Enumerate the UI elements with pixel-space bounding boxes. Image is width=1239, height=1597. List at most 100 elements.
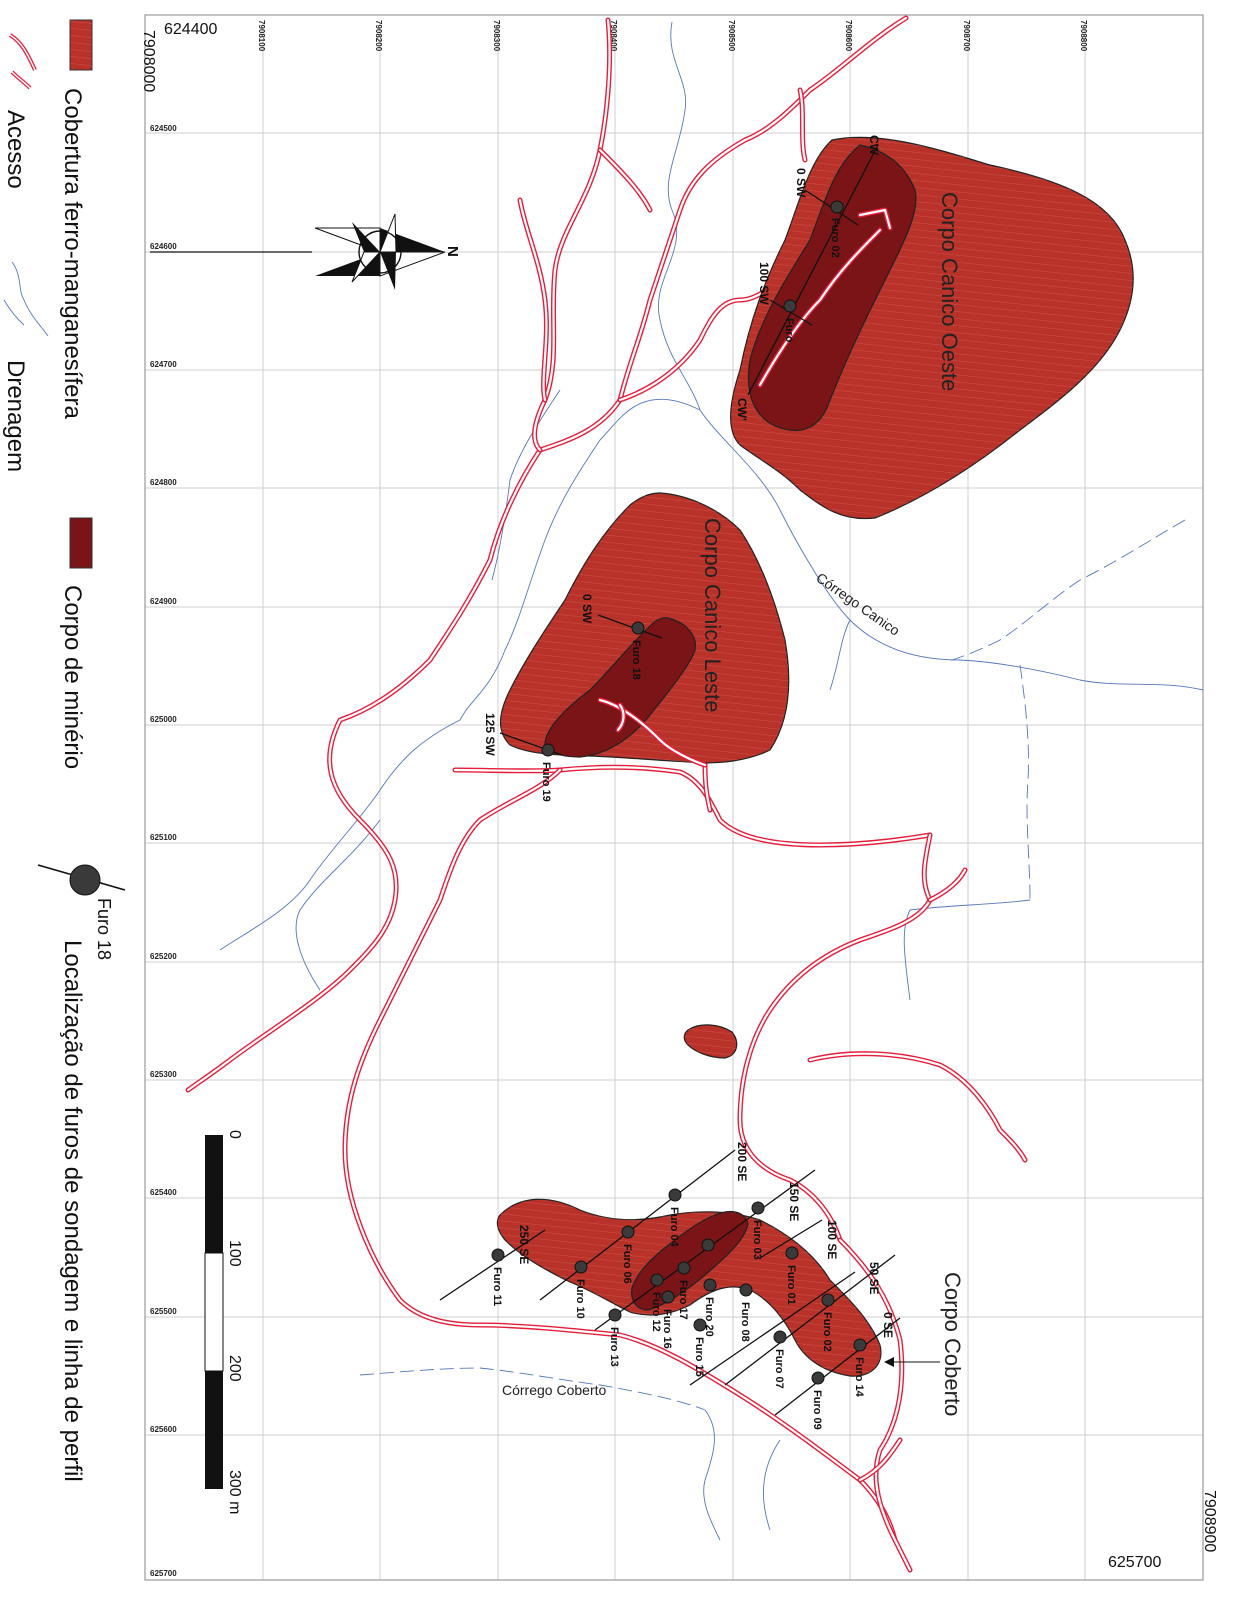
tick-x: 624900 xyxy=(150,597,177,606)
hole-label: Furo 15 xyxy=(693,1337,705,1377)
drill-hole-marker xyxy=(491,1248,505,1262)
drill-hole-marker xyxy=(751,1201,765,1215)
cover-patch-small xyxy=(683,1024,738,1059)
body-label-leste: Corpo Canico Leste xyxy=(700,518,725,712)
road xyxy=(615,702,626,733)
hole-label: Furo 02 xyxy=(829,218,841,258)
tick-y: 7908300 xyxy=(492,20,501,52)
tick-y: 7908700 xyxy=(962,20,971,52)
tick-x: 625000 xyxy=(150,715,177,724)
station-label: 150 SE xyxy=(787,1182,801,1221)
legend-item-drainage: Drenagem xyxy=(2,261,49,472)
road xyxy=(837,1237,913,1573)
station-label: 200 SE xyxy=(735,1142,749,1181)
legend-item-drill-hole: Furo 18 Localização de furos de sondagem… xyxy=(37,864,126,1482)
road xyxy=(927,867,968,903)
hole-label: Furo 03 xyxy=(751,1220,763,1260)
map-frame xyxy=(144,14,1204,1581)
legend-item-access: Acesso xyxy=(2,33,37,189)
road xyxy=(797,87,808,163)
legend-label-access: Acesso xyxy=(2,110,29,189)
legend-label-drainage: Drenagem xyxy=(2,360,29,472)
ore-body xyxy=(747,144,917,431)
road xyxy=(737,832,933,1243)
road xyxy=(342,767,898,1543)
hole-label: Furo 11 xyxy=(491,1267,503,1306)
profile-line xyxy=(747,144,879,396)
hole-label: Furo 02 xyxy=(821,1312,833,1352)
drill-hole-marker xyxy=(621,1225,635,1239)
drainage-line xyxy=(829,619,851,691)
road xyxy=(702,762,713,813)
hole-label: Furo 13 xyxy=(608,1327,620,1367)
tick-x: 625400 xyxy=(150,1188,177,1197)
station-label: 100 SW xyxy=(757,262,771,305)
hole-label: Furo 04 xyxy=(668,1207,680,1248)
station-label: 125 SW xyxy=(483,713,497,756)
scale-label: 300 m xyxy=(226,1470,243,1514)
legend-item-cover: Cobertura ferro-manganesífera xyxy=(59,19,93,419)
left-tick-labels: 624500 624600 624700 624800 624900 62500… xyxy=(150,124,177,1578)
station-label: 50 SE xyxy=(867,1262,881,1295)
drill-hole-marker xyxy=(703,1278,717,1292)
creek-label-canico: Córrego Canico xyxy=(813,569,903,638)
road xyxy=(597,147,653,213)
drainage-network xyxy=(219,21,1204,1541)
body-canico-leste xyxy=(499,492,790,764)
tick-y: 7908400 xyxy=(609,20,618,52)
road xyxy=(807,1051,1028,1163)
hole-label: Furo 01 xyxy=(785,1265,797,1305)
hole-label: Furo 19 xyxy=(540,762,552,802)
drill-hole-legend-icon xyxy=(69,864,101,896)
drill-hole-marker xyxy=(701,1238,715,1252)
tick-x: 624700 xyxy=(150,360,177,369)
drainage-line xyxy=(703,1409,721,1541)
drill-hole-marker xyxy=(668,1188,682,1202)
scale-label: 200 xyxy=(226,1355,243,1382)
scale-label: 100 xyxy=(226,1240,243,1267)
tick-y: 7908200 xyxy=(374,20,383,52)
legend-item-ore: Corpo de minério xyxy=(59,517,93,769)
drainage-line xyxy=(944,519,1186,663)
corner-top-left-x: 624400 xyxy=(164,21,217,38)
road xyxy=(452,764,933,848)
road xyxy=(757,227,883,388)
drill-hole-marker xyxy=(811,1371,825,1385)
drainage-line xyxy=(295,819,381,991)
corner-bottom-right-x: 625700 xyxy=(1108,1554,1161,1571)
profile-line xyxy=(439,1229,546,1301)
hole-label: Furo 08 xyxy=(739,1302,751,1342)
drill-holes xyxy=(491,200,867,1385)
tick-x: 624800 xyxy=(150,478,177,487)
drill-hole-marker xyxy=(574,1260,588,1274)
drill-hole-marker xyxy=(783,299,797,313)
drill-hole-marker xyxy=(608,1308,622,1322)
drill-hole-marker xyxy=(650,1273,664,1287)
hole-label: Furo 09 xyxy=(811,1390,823,1430)
road xyxy=(185,15,909,1093)
road xyxy=(857,207,893,231)
road xyxy=(597,697,708,768)
profile-line xyxy=(769,299,813,326)
tick-x: 625600 xyxy=(150,1425,177,1434)
north-label: N xyxy=(444,246,461,257)
hole-label: Furo 12 xyxy=(650,1292,662,1332)
hole-label: Furo 18 xyxy=(630,640,642,680)
tick-x: 625100 xyxy=(150,833,177,842)
tick-x: 625500 xyxy=(150,1307,177,1316)
profile-line xyxy=(597,614,663,639)
scale-label: 0 xyxy=(226,1130,243,1139)
tick-y: 7908500 xyxy=(727,20,736,52)
drainage-line xyxy=(459,398,701,721)
station-label: 0 SW xyxy=(580,594,594,624)
drill-hole-marker xyxy=(853,1338,867,1352)
drill-hole-marker xyxy=(739,1283,753,1297)
hole-label: Furo 10 xyxy=(574,1279,586,1319)
road xyxy=(517,197,549,403)
profile-line xyxy=(724,1254,896,1386)
hole-label: Furo xyxy=(783,318,795,343)
legend-label-hole-location: Localização de furos de sondagem e linha… xyxy=(59,940,86,1482)
drill-hole-marker xyxy=(541,743,555,757)
drill-hole-marker xyxy=(785,1246,799,1260)
